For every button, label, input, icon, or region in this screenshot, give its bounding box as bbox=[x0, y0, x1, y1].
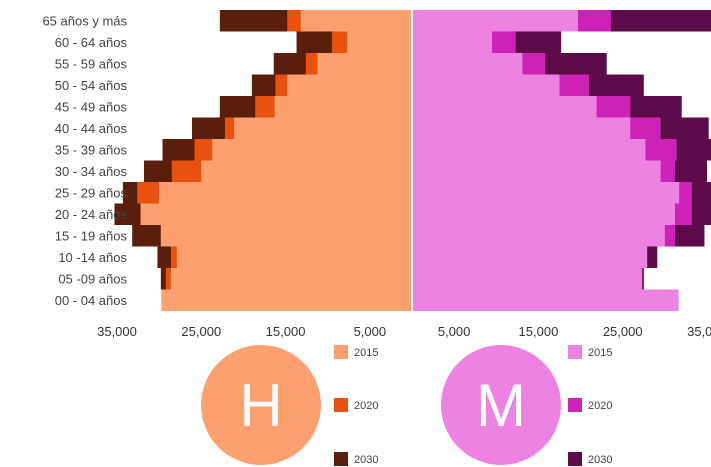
age-label-45-49-a-os: 45 - 49 años bbox=[55, 99, 128, 114]
tick-label-left-35-000: 35,000 bbox=[97, 324, 137, 339]
circle-h bbox=[201, 345, 321, 465]
age-label-35-39-a-os: 35 - 39 años bbox=[55, 142, 128, 157]
bar-m-2015-50-54-a-os bbox=[412, 74, 560, 96]
legends: 2015 2020 2030 2015 2020 2030 bbox=[334, 345, 612, 466]
tick-label-left-25-000: 25,000 bbox=[181, 324, 221, 339]
bar-m-2015-25-29-a-os bbox=[412, 182, 680, 204]
age-label-10-14-a-os: 10 -14 años bbox=[58, 250, 127, 265]
legend-label-h-2030: 2030 bbox=[354, 454, 378, 466]
bar-h-2015-00-04-a-os bbox=[161, 289, 412, 311]
legend-swatch-h-2015 bbox=[334, 345, 348, 359]
legend-swatch-m-2015 bbox=[568, 345, 582, 359]
tick-label-right-5-000: 5,000 bbox=[438, 324, 471, 339]
bar-m-2015-10-14-a-os bbox=[412, 246, 648, 268]
bar-h-2015-35-39-a-os bbox=[212, 139, 412, 161]
age-label-00-04-a-os: 00 - 04 años bbox=[55, 293, 128, 308]
bar-m-2015-20-24-a-os bbox=[412, 203, 675, 225]
bar-h-2015-60-64-a-os bbox=[347, 31, 412, 53]
bar-m-2015-45-49-a-os bbox=[412, 96, 597, 118]
tick-label-left-15-000: 15,000 bbox=[266, 324, 306, 339]
age-label-05-09-a-os: 05 -09 años bbox=[58, 271, 127, 286]
legend-swatch-m-2030 bbox=[568, 452, 582, 466]
legend-swatch-m-2020 bbox=[568, 398, 582, 412]
bar-h-2015-05-09-a-os bbox=[170, 268, 412, 290]
circle-letter-m: M bbox=[476, 372, 526, 439]
age-label-55-59-a-os: 55 - 59 años bbox=[55, 56, 128, 71]
age-label-50-54-a-os: 50 - 54 años bbox=[55, 78, 128, 93]
tick-label-right-35-000: 35,000 bbox=[687, 324, 711, 339]
bars-layer bbox=[114, 10, 711, 311]
tick-label-right-15-000: 15,000 bbox=[519, 324, 559, 339]
legend-label-h-2015: 2015 bbox=[354, 347, 378, 359]
bar-h-2015-30-34-a-os bbox=[201, 160, 412, 182]
bar-h-2015-65-a-os-y-m-s bbox=[300, 10, 412, 32]
bar-m-2015-65-a-os-y-m-s bbox=[412, 10, 579, 32]
circle-m bbox=[441, 345, 561, 465]
bar-m-2015-15-19-a-os bbox=[412, 225, 665, 247]
age-labels: 65 años y más 60 - 64 años 55 - 59 años 50 … bbox=[42, 13, 127, 308]
tick-label-right-25-000: 25,000 bbox=[603, 324, 643, 339]
bar-h-2015-55-59-a-os bbox=[317, 53, 412, 75]
bar-h-2015-25-29-a-os bbox=[159, 182, 412, 204]
legend-swatch-h-2030 bbox=[334, 452, 348, 466]
age-label-60-64-a-os: 60 - 64 años bbox=[55, 35, 128, 50]
x-axis-tick-labels: 35,000 25,000 15,000 5,000 5,000 15,000 25,000… bbox=[97, 324, 711, 339]
bar-h-2015-15-19-a-os bbox=[160, 225, 412, 247]
bar-h-2015-40-44-a-os bbox=[234, 117, 412, 139]
age-label-25-29-a-os: 25 - 29 años bbox=[55, 185, 128, 200]
age-label-30-34-a-os: 30 - 34 años bbox=[55, 164, 128, 179]
age-label-20-24-a-os: 20 - 24 años bbox=[55, 207, 128, 222]
bar-m-2015-30-34-a-os bbox=[412, 160, 661, 182]
legend-swatch-h-2020 bbox=[334, 398, 348, 412]
bar-h-2015-10-14-a-os bbox=[176, 246, 412, 268]
bar-h-2015-50-54-a-os bbox=[287, 74, 412, 96]
age-label-40-44-a-os: 40 - 44 años bbox=[55, 121, 128, 136]
bar-m-2015-05-09-a-os bbox=[412, 268, 643, 290]
legend-label-m-2030: 2030 bbox=[588, 454, 612, 466]
circle-letter-h: H bbox=[239, 372, 282, 439]
age-label-65-a-os-y-m-s: 65 años y más bbox=[42, 13, 127, 28]
bar-m-2015-35-39-a-os bbox=[412, 139, 646, 161]
bar-m-2015-60-64-a-os bbox=[412, 31, 493, 53]
bar-h-2015-20-24-a-os bbox=[140, 203, 412, 225]
bar-h-2015-45-49-a-os bbox=[274, 96, 412, 118]
tick-label-left-5-000: 5,000 bbox=[354, 324, 387, 339]
legend-label-m-2015: 2015 bbox=[588, 347, 612, 359]
bar-m-2015-40-44-a-os bbox=[412, 117, 631, 139]
legend-label-m-2020: 2020 bbox=[588, 400, 612, 412]
bar-m-2015-00-04-a-os bbox=[412, 289, 679, 311]
bar-m-2015-55-59-a-os bbox=[412, 53, 523, 75]
legend-label-h-2020: 2020 bbox=[354, 400, 378, 412]
age-label-15-19-a-os: 15 - 19 años bbox=[55, 228, 128, 243]
